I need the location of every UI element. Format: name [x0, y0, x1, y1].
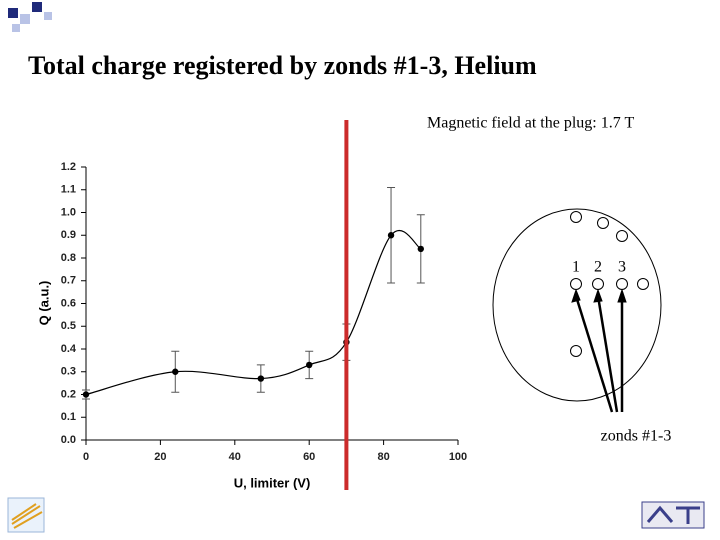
y-tick-label: 1.2 [61, 161, 76, 173]
data-point [306, 361, 313, 369]
y-tick-label: 1.0 [61, 206, 76, 218]
slide-title: Total charge registered by zonds #1-3, H… [28, 51, 537, 80]
x-tick-label: 0 [83, 451, 89, 463]
y-tick-label: 0.5 [61, 320, 76, 332]
y-tick-label: 0.3 [61, 366, 76, 378]
y-axis-label: Q (a.u.) [36, 281, 51, 326]
probe-label: 2 [594, 259, 602, 276]
data-point [387, 232, 395, 239]
y-tick-label: 0.6 [61, 297, 76, 309]
probe-label: 3 [618, 259, 626, 276]
data-point [417, 245, 424, 253]
logos [7, 497, 705, 533]
y-tick-label: 0.0 [61, 434, 76, 446]
corner-decoration [8, 2, 52, 32]
x-tick-label: 60 [303, 451, 315, 463]
y-tick-label: 0.4 [61, 343, 77, 355]
arrows [574, 295, 624, 413]
y-tick-label: 0.8 [61, 252, 76, 264]
y-tick-label: 1.1 [61, 184, 76, 196]
y-tick-label: 0.2 [61, 388, 76, 400]
x-tick-label: 80 [377, 451, 389, 463]
probe-label: 1 [572, 259, 580, 276]
annotation: Magnetic field at the plug: 1.7 T [427, 115, 634, 132]
x-axis-label: U, limiter (V) [234, 475, 311, 490]
y-tick-label: 0.9 [61, 229, 76, 241]
data-point [172, 368, 179, 375]
x-tick-label: 40 [229, 451, 241, 463]
data-point [82, 391, 90, 398]
data-point [257, 375, 265, 382]
fit-curve [85, 229, 422, 396]
x-tick-label: 100 [449, 451, 467, 463]
y-tick-label: 0.7 [61, 275, 76, 287]
plug-outline [492, 208, 662, 402]
x-tick-label: 20 [154, 451, 166, 463]
diagram-caption: zonds #1-3 [601, 428, 672, 445]
probe-diagram [492, 208, 662, 413]
y-tick-label: 0.1 [61, 411, 76, 423]
